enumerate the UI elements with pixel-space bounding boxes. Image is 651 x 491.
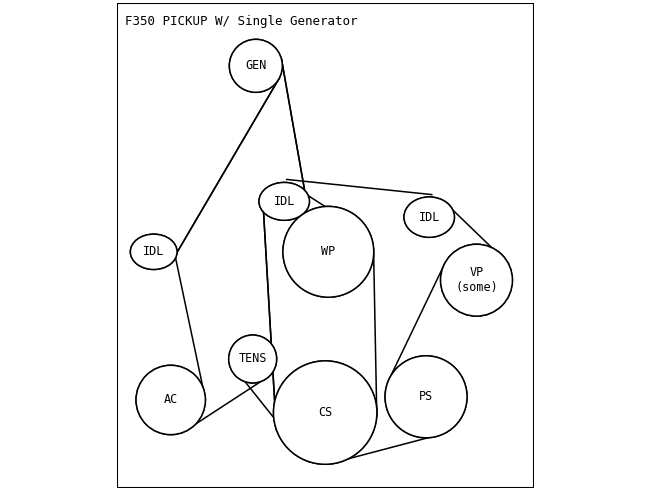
Text: IDL: IDL xyxy=(143,246,165,258)
Ellipse shape xyxy=(259,183,309,220)
Text: VP
(some): VP (some) xyxy=(455,266,498,294)
Ellipse shape xyxy=(229,335,277,383)
Ellipse shape xyxy=(273,361,377,464)
Text: IDL: IDL xyxy=(419,211,440,223)
Ellipse shape xyxy=(441,244,512,316)
Ellipse shape xyxy=(385,356,467,438)
Ellipse shape xyxy=(229,39,283,92)
Text: PS: PS xyxy=(419,390,433,403)
Ellipse shape xyxy=(283,206,374,297)
Text: CS: CS xyxy=(318,406,332,419)
Ellipse shape xyxy=(404,197,454,237)
Ellipse shape xyxy=(130,234,177,270)
Ellipse shape xyxy=(136,365,206,435)
Ellipse shape xyxy=(283,206,374,297)
Ellipse shape xyxy=(229,39,283,92)
Text: WP: WP xyxy=(321,246,335,258)
Ellipse shape xyxy=(229,335,277,383)
Ellipse shape xyxy=(273,361,377,464)
Ellipse shape xyxy=(404,197,454,237)
Bar xyxy=(117,3,534,488)
Ellipse shape xyxy=(136,365,206,435)
Ellipse shape xyxy=(259,183,309,220)
Text: GEN: GEN xyxy=(245,59,266,72)
Ellipse shape xyxy=(385,356,467,438)
Text: AC: AC xyxy=(163,393,178,407)
Text: TENS: TENS xyxy=(238,353,267,365)
Ellipse shape xyxy=(441,244,512,316)
Ellipse shape xyxy=(130,234,177,270)
Text: IDL: IDL xyxy=(273,195,295,208)
Text: F350 PICKUP W/ Single Generator: F350 PICKUP W/ Single Generator xyxy=(126,15,358,28)
